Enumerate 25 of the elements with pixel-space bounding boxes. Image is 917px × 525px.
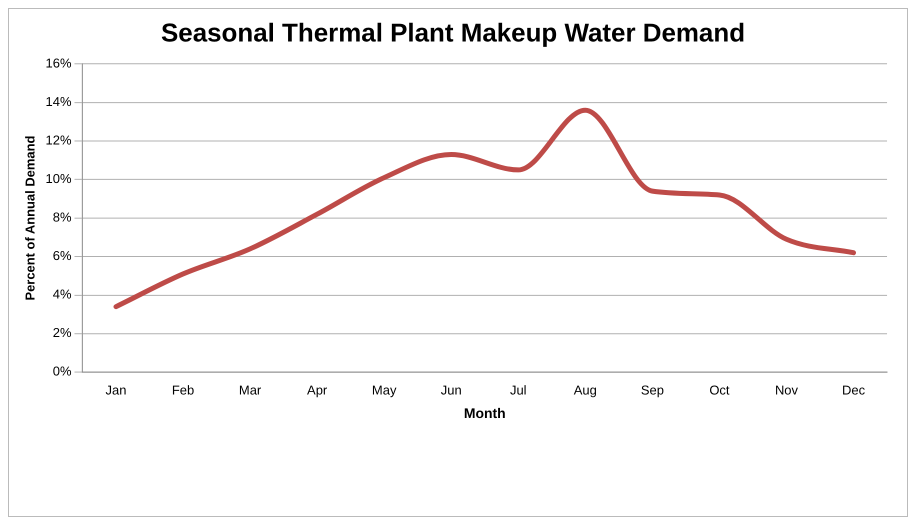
y-tick-label: 14% bbox=[46, 94, 72, 110]
x-axis-title: Month bbox=[464, 404, 506, 421]
y-axis-title: Percent of Annual Demand bbox=[22, 136, 38, 301]
y-tick-label: 6% bbox=[52, 248, 72, 264]
x-tick-label: Aug bbox=[574, 382, 597, 398]
x-tick-label: Dec bbox=[842, 382, 866, 398]
y-tick-label: 8% bbox=[52, 210, 72, 225]
y-tick-label: 16% bbox=[46, 56, 72, 71]
x-tick-label: May bbox=[372, 382, 397, 398]
x-tick-label: Apr bbox=[307, 382, 328, 398]
x-tick-label: Jun bbox=[440, 382, 462, 398]
y-tick-label: 0% bbox=[52, 364, 72, 379]
x-tick-label: Jan bbox=[106, 382, 126, 398]
y-tick-label: 12% bbox=[46, 132, 72, 148]
x-tick-label: Oct bbox=[709, 382, 730, 398]
x-tick-label: Sep bbox=[640, 382, 664, 398]
y-tick-label: 10% bbox=[46, 171, 72, 186]
chart-title: Seasonal Thermal Plant Makeup Water Demand bbox=[160, 20, 746, 48]
x-tick-label: Feb bbox=[172, 382, 194, 398]
line-series bbox=[113, 108, 856, 310]
x-tick-label: Jul bbox=[510, 382, 527, 398]
y-tick-label: 2% bbox=[52, 325, 72, 340]
y-tick-label: 4% bbox=[52, 286, 72, 302]
x-tick-label: Mar bbox=[238, 382, 262, 398]
x-tick-label: Nov bbox=[774, 382, 799, 398]
